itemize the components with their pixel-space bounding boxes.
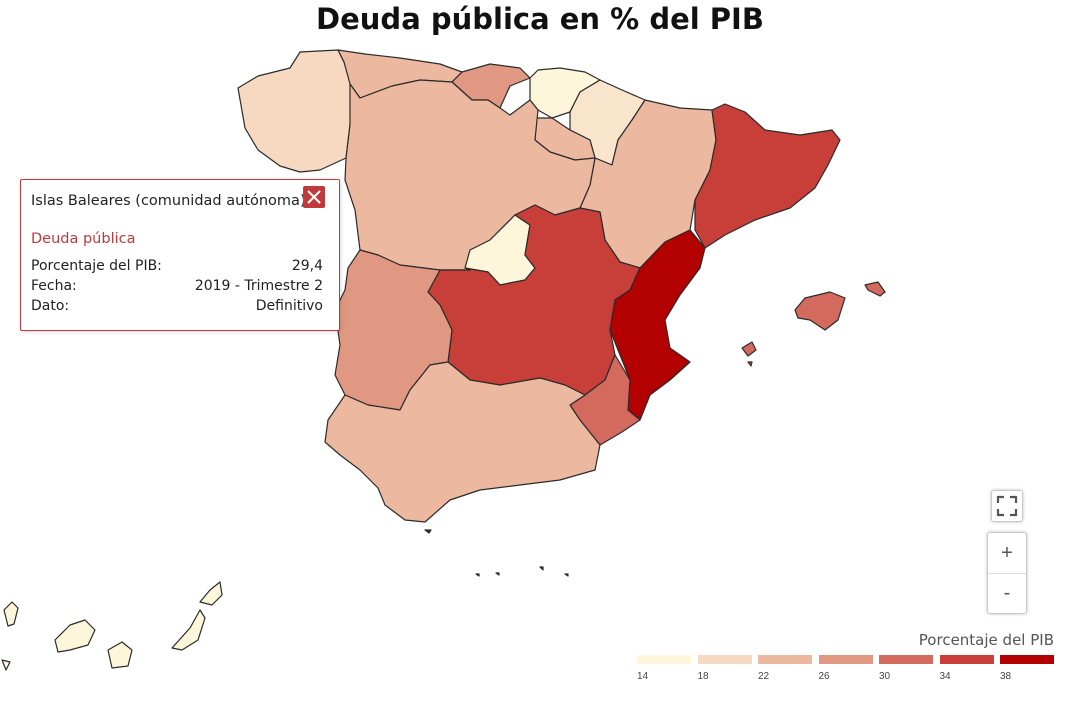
zoom-in-button[interactable]: + xyxy=(988,533,1026,574)
legend-label: 14 xyxy=(637,671,649,682)
region-galicia[interactable]: Galicia xyxy=(237,49,353,173)
zoom-out-button[interactable]: - xyxy=(1003,582,1011,604)
legend-swatch xyxy=(939,655,994,664)
fullscreen-button[interactable] xyxy=(991,490,1023,522)
popup-row-label: Fecha: xyxy=(31,278,77,294)
legend-label: 30 xyxy=(879,671,891,682)
legend-swatch xyxy=(637,655,691,664)
legend-swatch xyxy=(1000,655,1054,664)
popup-region-name: Islas Baleares (comunidad autónoma) xyxy=(31,193,306,209)
region-andalucia[interactable]: Andalucía xyxy=(324,361,601,523)
legend-label: 22 xyxy=(758,671,770,682)
region-popup: Islas Baleares (comunidad autónoma) Deud… xyxy=(20,179,340,331)
legend-label: 34 xyxy=(939,671,951,682)
popup-row-value: 29,4 xyxy=(291,258,323,274)
region-cataluna[interactable]: Cataluña xyxy=(694,103,841,249)
popup-row-value: Definitivo xyxy=(255,298,323,314)
legend-label: 38 xyxy=(1000,671,1012,682)
region-islets xyxy=(424,529,569,577)
legend-swatch xyxy=(697,655,752,664)
legend-title: Porcentaje del PIB xyxy=(918,631,1054,649)
legend-label: 26 xyxy=(818,671,830,682)
legend-swatch xyxy=(758,655,812,664)
popup-row-value: 2019 - Trimestre 2 xyxy=(194,278,323,294)
region-canarias[interactable]: Canarias xyxy=(1,581,223,671)
legend-swatch xyxy=(818,655,873,664)
popup-row-label: Porcentaje del PIB: xyxy=(31,258,162,274)
legend-label: 18 xyxy=(697,671,709,682)
legend-swatch xyxy=(879,655,933,664)
popup-row-label: Dato: xyxy=(31,298,70,314)
popup-section-title: Deuda pública xyxy=(31,231,136,247)
region-islas-baleares[interactable]: Islas Baleares xyxy=(741,281,886,367)
map-title: Deuda pública en % del PIB xyxy=(316,2,764,36)
zoom-control: + - xyxy=(987,532,1027,614)
close-icon xyxy=(307,190,321,204)
popup-close-button[interactable] xyxy=(303,186,325,208)
fullscreen-icon xyxy=(996,495,1018,517)
